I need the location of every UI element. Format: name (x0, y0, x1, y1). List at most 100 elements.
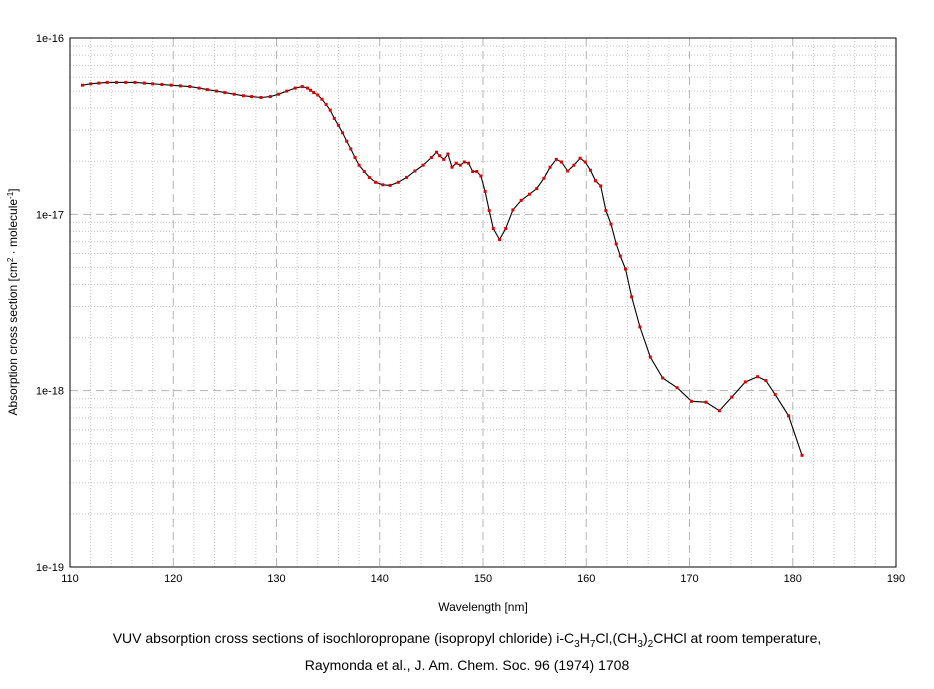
minor-grid (70, 38, 896, 567)
data-point (511, 208, 515, 212)
data-point (594, 179, 597, 183)
data-point (717, 409, 721, 413)
data-point (223, 91, 227, 95)
data-point (487, 209, 491, 213)
data-point (362, 170, 366, 173)
x-tick-label: 180 (784, 573, 802, 585)
x-axis-title: Wavelength [nm] (438, 600, 528, 614)
data-point (588, 168, 592, 172)
major-grid (70, 38, 896, 567)
x-tick-label: 130 (267, 573, 285, 585)
data-point (345, 139, 349, 143)
data-point (446, 152, 450, 156)
x-tick-label: 140 (371, 573, 389, 585)
data-point (787, 414, 791, 418)
data-point (624, 267, 627, 271)
data-point (800, 453, 804, 457)
data-point (566, 169, 570, 173)
caption-line-2: Raymonda et al., J. Am. Chem. Soc. 96 (1… (304, 656, 630, 673)
data-point (336, 123, 340, 127)
x-tick-label: 150 (474, 573, 492, 585)
data-point (475, 170, 479, 173)
data-point (312, 91, 316, 95)
data-point (405, 175, 409, 179)
x-tick-label: 160 (577, 573, 595, 585)
data-point (498, 238, 501, 241)
data-point (80, 83, 84, 87)
data-point (300, 85, 304, 89)
data-point (454, 161, 458, 165)
x-tick-labels: 110 120 130 140 150 160 170 180 190 (61, 573, 905, 585)
data-point (458, 163, 462, 167)
y-tick-label: 1e-18 (36, 386, 64, 398)
data-point (320, 97, 324, 101)
data-point (764, 379, 768, 383)
data-point (250, 95, 254, 99)
data-point (188, 85, 192, 89)
caption-line-1: VUV absorption cross sections of isochlo… (112, 630, 822, 650)
data-point (599, 184, 603, 188)
x-tick-label: 110 (61, 573, 79, 585)
data-point (471, 170, 475, 173)
data-point (535, 187, 539, 191)
data-point (442, 157, 446, 161)
y-tick-label: 1e-19 (36, 562, 64, 574)
data-point (450, 165, 454, 169)
x-tick-label: 190 (887, 573, 905, 585)
data-point (332, 116, 336, 120)
data-point (704, 400, 708, 404)
data-point (618, 254, 622, 258)
data-point (483, 189, 487, 193)
data-point (435, 150, 438, 154)
data-point (169, 83, 173, 87)
data-point (583, 160, 587, 164)
data-point (341, 131, 345, 135)
data-point (491, 227, 495, 231)
x-tick-label: 170 (680, 573, 698, 585)
data-point (259, 96, 263, 99)
data-point (614, 242, 618, 246)
data-point (730, 395, 734, 399)
data-point (396, 180, 400, 184)
data-point (115, 80, 118, 84)
data-point (504, 227, 508, 231)
data-point (429, 156, 433, 159)
data-point (89, 82, 93, 86)
data-point (268, 95, 272, 99)
data-point (756, 375, 760, 379)
data-point (285, 89, 289, 93)
data-point (316, 93, 320, 97)
data-point (661, 376, 665, 380)
data-point (367, 175, 371, 179)
data-point (105, 80, 109, 84)
data-point (374, 180, 378, 184)
data-point (232, 92, 236, 96)
series-line (82, 81, 803, 456)
data-point (349, 147, 353, 151)
data-point (578, 156, 582, 160)
y-axis-title: Absorption cross section [cm2 · molecule… (6, 188, 20, 415)
data-point (528, 192, 531, 196)
chart-caption: VUV absorption cross sections of isochlo… (0, 628, 934, 675)
data-point (324, 102, 328, 106)
data-point (462, 160, 466, 164)
data-point (421, 163, 425, 167)
data-point (554, 157, 558, 161)
data-point (519, 198, 523, 202)
series-layer (80, 80, 804, 457)
data-point (124, 80, 128, 84)
data-point (467, 161, 470, 165)
data-point (548, 165, 552, 169)
y-tick-labels: 1e-16 1e-17 1e-18 1e-19 (36, 33, 64, 574)
y-tick-label: 1e-17 (36, 209, 64, 221)
data-point (438, 154, 442, 158)
data-point (97, 81, 101, 85)
data-point (328, 108, 332, 112)
data-point (560, 160, 563, 164)
data-point (306, 86, 309, 90)
data-point (609, 222, 613, 226)
data-point (604, 209, 608, 213)
data-point (353, 156, 357, 159)
data-point (179, 84, 182, 88)
data-point (743, 380, 747, 384)
